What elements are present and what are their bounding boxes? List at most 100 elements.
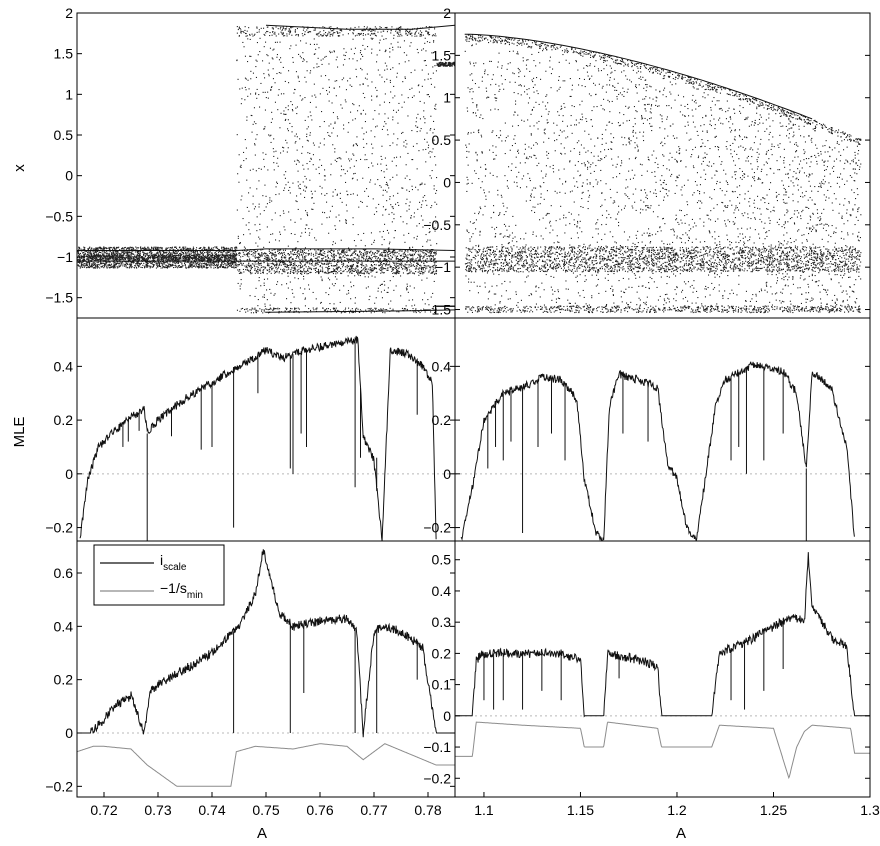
bifurcation-dot: [336, 161, 338, 163]
bifurcation-dot: [234, 258, 236, 260]
bifurcation-dot: [419, 35, 421, 37]
bifurcation-dot: [417, 263, 419, 265]
bifurcation-dot: [436, 177, 438, 179]
bifurcation-dot: [119, 255, 121, 257]
bifurcation-dot: [302, 255, 304, 257]
bifurcation-dot: [277, 267, 279, 269]
bifurcation-dot: [254, 295, 256, 297]
bifurcation-dot: [275, 255, 277, 257]
bifurcation-dot: [131, 253, 133, 255]
bifurcation-dot: [307, 268, 309, 270]
bifurcation-dot: [336, 116, 338, 118]
bifurcation-dot: [271, 268, 273, 270]
bifurcation-dot: [291, 266, 293, 268]
bifurcation-dot: [396, 311, 398, 313]
bifurcation-dot: [416, 262, 418, 264]
bifurcation-dot: [109, 265, 111, 267]
bifurcation-dot: [93, 256, 95, 258]
bifurcation-dot: [307, 116, 309, 118]
bifurcation-dot: [310, 115, 312, 117]
bifurcation-dot: [154, 256, 156, 258]
bifurcation-dot: [423, 256, 425, 258]
bifurcation-dot: [259, 259, 261, 261]
bifurcation-dot: [88, 265, 90, 267]
bifurcation-dot: [299, 265, 301, 267]
bifurcation-dot: [393, 237, 395, 239]
bifurcation-dot: [215, 256, 217, 258]
bifurcation-dot: [117, 247, 119, 249]
bifurcation-dot: [313, 83, 315, 85]
bifurcation-dot: [334, 265, 336, 267]
bifurcation-dot: [389, 241, 391, 243]
bifurcation-dot: [140, 256, 142, 258]
bifurcation-dot: [237, 173, 239, 175]
bifurcation-dot: [407, 115, 409, 117]
bifurcation-dot: [262, 60, 264, 62]
bifurcation-dot: [381, 145, 383, 147]
bifurcation-dot: [355, 267, 357, 269]
bifurcation-dot: [146, 253, 148, 255]
bifurcation-dot: [106, 252, 108, 254]
bifurcation-dot: [266, 30, 268, 32]
bifurcation-dot: [403, 234, 405, 236]
bifurcation-dot: [226, 254, 228, 256]
bifurcation-dot: [396, 255, 398, 257]
bifurcation-dot: [423, 60, 425, 62]
bifurcation-dot: [393, 253, 395, 255]
bifurcation-dot: [353, 173, 355, 175]
bifurcation-dot: [110, 254, 112, 256]
bifurcation-dot: [379, 26, 381, 28]
bifurcation-dot: [237, 29, 239, 31]
bifurcation-dot: [419, 272, 421, 274]
bifurcation-dot: [436, 62, 438, 64]
bifurcation-dot: [388, 264, 390, 266]
bifurcation-dot: [413, 253, 415, 255]
bifurcation-dot: [263, 158, 265, 160]
bifurcation-dot: [420, 271, 422, 273]
bifurcation-dot: [283, 174, 285, 176]
bifurcation-dot: [378, 250, 380, 252]
bifurcation-dot: [402, 187, 404, 189]
bifurcation-dot: [367, 259, 369, 261]
bifurcation-dot: [351, 267, 353, 269]
bifurcation-dot: [412, 308, 414, 310]
bifurcation-dot: [384, 255, 386, 257]
bifurcation-dot: [359, 275, 361, 277]
bifurcation-dot: [321, 187, 323, 189]
bifurcation-dot: [312, 261, 314, 263]
bifurcation-dot: [433, 280, 435, 282]
bifurcation-dot: [386, 250, 388, 252]
bifurcation-dot: [320, 269, 322, 271]
bifurcation-dot: [287, 119, 289, 121]
bifurcation-dot: [144, 257, 146, 259]
bifurcation-dot: [234, 257, 236, 259]
bifurcation-dot: [367, 258, 369, 260]
bifurcation-dot: [213, 256, 215, 258]
bifurcation-dot: [400, 275, 402, 277]
bifurcation-dot: [389, 263, 391, 265]
bifurcation-dot: [380, 283, 382, 285]
bifurcation-dot: [367, 30, 369, 32]
bifurcation-dot: [348, 249, 350, 251]
bifurcation-dot: [353, 53, 355, 55]
bifurcation-dot: [254, 144, 256, 146]
bifurcation-dot: [392, 261, 394, 263]
bifurcation-dot: [370, 258, 372, 260]
bifurcation-dot: [334, 189, 336, 191]
bifurcation-dot: [287, 105, 289, 107]
bifurcation-dot: [401, 106, 403, 108]
bifurcation-dot: [444, 64, 446, 66]
bifurcation-dot: [264, 109, 266, 111]
bifurcation-dot: [142, 264, 144, 266]
bifurcation-dot: [319, 253, 321, 255]
bifurcation-dot: [156, 256, 158, 258]
bifurcation-dot: [434, 65, 436, 67]
bifurcation-dot: [396, 27, 398, 29]
bifurcation-dot: [314, 237, 316, 239]
bifurcation-dot: [283, 264, 285, 266]
bifurcation-dot: [153, 246, 155, 248]
bifurcation-dot: [342, 256, 344, 258]
bifurcation-dot: [92, 256, 94, 258]
bifurcation-dot: [404, 177, 406, 179]
